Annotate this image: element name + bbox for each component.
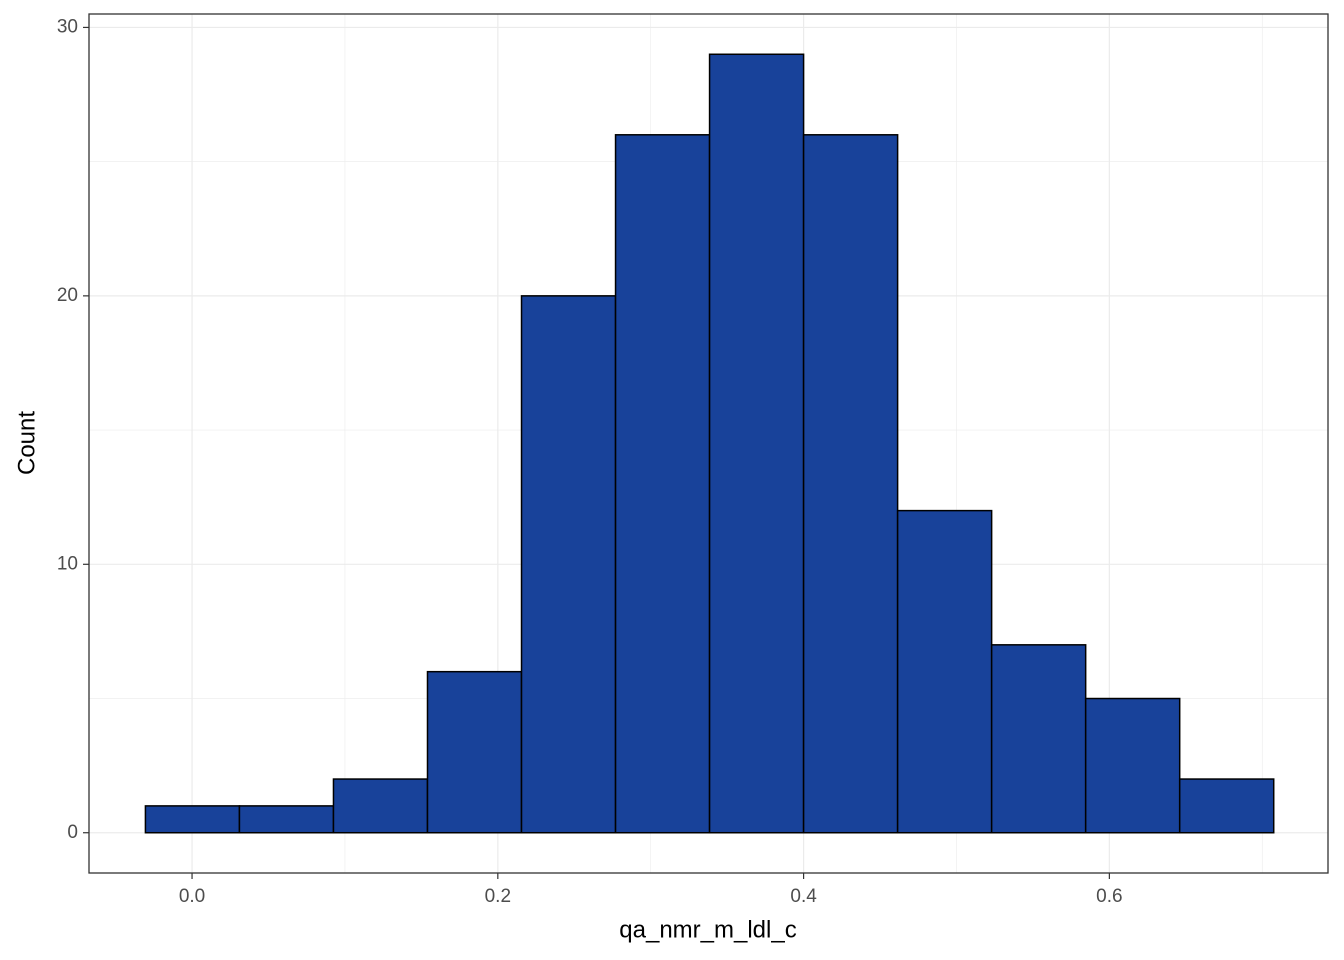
y-axis-title: Count [13, 411, 40, 475]
y-tick-label: 20 [57, 285, 78, 306]
x-axis-title: qa_nmr_m_ldl_c [619, 916, 796, 943]
bar [238, 805, 335, 834]
y-tick-label: 0 [67, 822, 78, 843]
bar [520, 295, 617, 834]
bar [802, 134, 899, 834]
bar [896, 509, 993, 834]
x-tick-label: 0.4 [790, 886, 817, 907]
x-tick-label: 0.0 [179, 886, 205, 907]
bar [708, 53, 805, 834]
y-tick-label: 10 [57, 553, 78, 574]
panel-border [88, 13, 1329, 874]
y-tick-label: 30 [57, 16, 78, 37]
bar [1178, 778, 1275, 834]
bar [990, 644, 1087, 834]
bar [426, 670, 523, 834]
x-tick-label: 0.2 [485, 886, 511, 907]
bar [144, 805, 241, 834]
bar [1084, 697, 1181, 834]
bar [332, 778, 429, 834]
x-tick-label: 0.6 [1096, 886, 1122, 907]
bar [614, 134, 711, 834]
